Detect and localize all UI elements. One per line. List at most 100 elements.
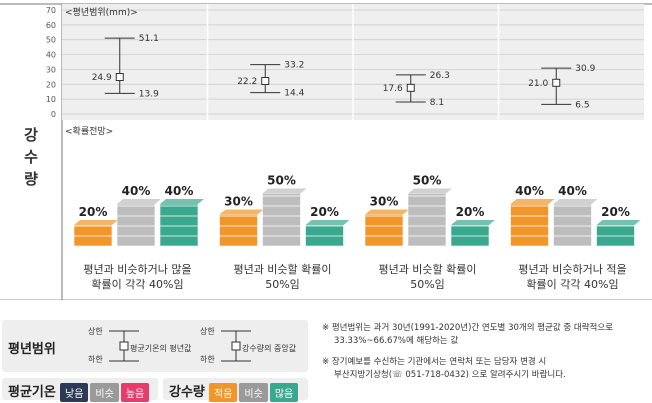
temp-chip-normal: 비슷 (90, 383, 119, 402)
prob-label-normal: 50% (267, 174, 296, 188)
prob-label-low: 40% (515, 184, 544, 198)
range-lower-label: 8.1 (430, 98, 444, 108)
prob-label-high: 20% (601, 205, 630, 219)
prob-block-high (159, 203, 199, 247)
row-title-char: 량 (24, 170, 38, 188)
range-lower-label: 14.4 (284, 89, 304, 99)
prob-block-top-high (596, 220, 641, 225)
prob-block-top-normal (117, 199, 161, 204)
rain-chip-normal: 비슷 (239, 383, 268, 402)
y-tick-label: 50 (46, 36, 56, 45)
period3-prob-text: 평년과 비슷할 확률이 50%임 (355, 262, 500, 292)
note-2: ※ 장기예보를 수신하는 기관에서는 연락처 또는 담당자 변경 시 부산지방기… (322, 356, 648, 382)
range-mean-label: 17.6 (383, 84, 403, 94)
range-center-marker (406, 83, 415, 92)
main-chart: 70 60 50 40 30 20 10 0 <평년범위(mm)> <확률전망> 강수량 51.1 13… (0, 3, 652, 300)
range-upper-label: 26.3 (430, 71, 450, 81)
prob-label-normal: 40% (558, 184, 587, 198)
prob-block-top-low (365, 209, 409, 215)
prob-block-normal (116, 203, 156, 247)
range-center-marker (261, 77, 270, 86)
prob-block-low (73, 224, 113, 247)
note-1-line1: ※ 평년범위는 과거 30년(1991-2020년)간 연도별 30개의 평균값… (322, 323, 614, 333)
legend-rain-title: 강수량 (169, 385, 205, 400)
rain-chip-low: 적음 (209, 383, 238, 402)
range-lower-label: 13.9 (139, 89, 159, 99)
period4-prob-text-line1: 평년과 비슷하거나 적을 (518, 263, 627, 276)
range-label: <평년범위(mm)> (65, 7, 138, 18)
period1-prob-text-line2: 확률이 각각 40%임 (91, 278, 184, 291)
y-tick-label: 60 (46, 21, 56, 30)
legend-range-title: 평년범위 (8, 342, 56, 357)
prob-block-high (450, 224, 490, 247)
range-center-marker (552, 78, 561, 87)
note-1: ※ 평년범위는 과거 30년(1991-2020년)간 연도별 30개의 평균값… (322, 322, 648, 348)
prob-block-top-low (510, 199, 555, 204)
prob-block-top-low (74, 220, 118, 225)
temp-marker-icon (109, 330, 139, 362)
prob-label-low: 30% (224, 195, 253, 209)
prob-label-high: 40% (165, 184, 194, 198)
temp-marker-lower: 하한 (88, 355, 103, 364)
temp-marker-center: 평균기온의 평년값 (130, 344, 192, 353)
note-2-line2: 부산지방기상청(☏ 051-718-0432) 으로 알려주시기 바랍니다. (334, 370, 566, 380)
prob-block-normal (407, 193, 447, 247)
range-upper-label: 33.2 (284, 61, 304, 71)
prob-block-top-high (160, 199, 204, 204)
y-tick-label: 70 (46, 6, 56, 15)
y-tick-label: 30 (46, 65, 56, 74)
range-upper-label: 51.1 (139, 34, 159, 44)
legend-range-box: 평년범위 상한 하한 평균기온의 평년값 상한 하한 강수량의 중앙값 (2, 320, 308, 372)
prob-label-normal: 40% (122, 184, 151, 198)
period3-prob-text-line1: 평년과 비슷할 확률이 (378, 263, 477, 276)
rain-marker-upper: 상한 (200, 327, 215, 336)
prob-block-top-normal (553, 199, 598, 204)
temp-marker-upper: 상한 (88, 327, 103, 336)
period4-prob-text-line2: 확률이 각각 40%임 (526, 278, 619, 291)
period2-prob-text: 평년과 비슷할 확률이 50%임 (210, 262, 355, 292)
prob-block-high (305, 224, 344, 247)
prob-label: <확률전망> (65, 125, 113, 137)
y-tick-label: 40 (46, 51, 56, 60)
rain-marker-center: 강수량의 중앙값 (242, 344, 297, 353)
range-mean-label: 22.2 (237, 77, 257, 87)
y-tick-label: 0 (51, 110, 56, 119)
prob-block-normal (262, 193, 301, 247)
prob-block-top-high (451, 220, 495, 225)
period1-prob-text: 평년과 비슷하거나 많을 확률이 각각 40%임 (65, 262, 210, 292)
range-mean-label: 24.9 (92, 73, 112, 83)
prob-label-high: 20% (310, 205, 339, 219)
prob-block-top-low (219, 209, 264, 215)
legend-rain-box: 강수량 적음 비슷 많음 (163, 378, 308, 402)
prob-label-normal: 50% (413, 174, 442, 188)
range-lower-label: 6.5 (575, 100, 589, 110)
rain-marker-icon (221, 330, 251, 362)
period1-prob-text-line1: 평년과 비슷하거나 많을 (83, 263, 192, 276)
legend-rain-chips: 적음 비슷 많음 (209, 382, 300, 402)
period3-prob-text-line2: 50%임 (410, 278, 445, 291)
range-center-marker (115, 73, 124, 82)
note-2-line1: ※ 장기예보를 수신하는 기관에서는 연락처 또는 담당자 변경 시 (322, 357, 547, 367)
y-tick-label: 20 (46, 80, 56, 89)
legend-temp-box: 평균기온 낮음 비슷 높음 (2, 378, 158, 402)
period2-prob-text-line1: 평년과 비슷할 확률이 (233, 263, 332, 276)
note-1-line2: 33.33%~66.67%에 해당하는 값 (334, 336, 459, 346)
rain-chip-high: 많음 (269, 383, 299, 402)
range-mean-label: 21.0 (528, 79, 548, 89)
legend-temp-chips: 낮음 비슷 높음 (60, 382, 151, 402)
temp-chip-low: 낮음 (60, 383, 89, 402)
prob-block-top-normal (408, 188, 452, 194)
prob-block-low (219, 214, 258, 247)
period4-prob-text: 평년과 비슷하거나 적을 확률이 각각 40%임 (500, 262, 645, 292)
rain-marker-lower: 하한 (200, 355, 215, 364)
prob-block-top-high (305, 220, 350, 225)
legend-temp-title: 평균기온 (8, 385, 56, 400)
row-title-char: 수 (24, 148, 38, 166)
prob-block-low (364, 214, 404, 247)
y-tick-label: 10 (46, 95, 56, 104)
temp-chip-high: 높음 (120, 383, 150, 402)
prob-label-low: 20% (79, 205, 108, 219)
prob-label-high: 20% (456, 205, 485, 219)
period2-prob-text-line2: 50%임 (265, 278, 300, 291)
prob-block-top-normal (262, 188, 307, 194)
